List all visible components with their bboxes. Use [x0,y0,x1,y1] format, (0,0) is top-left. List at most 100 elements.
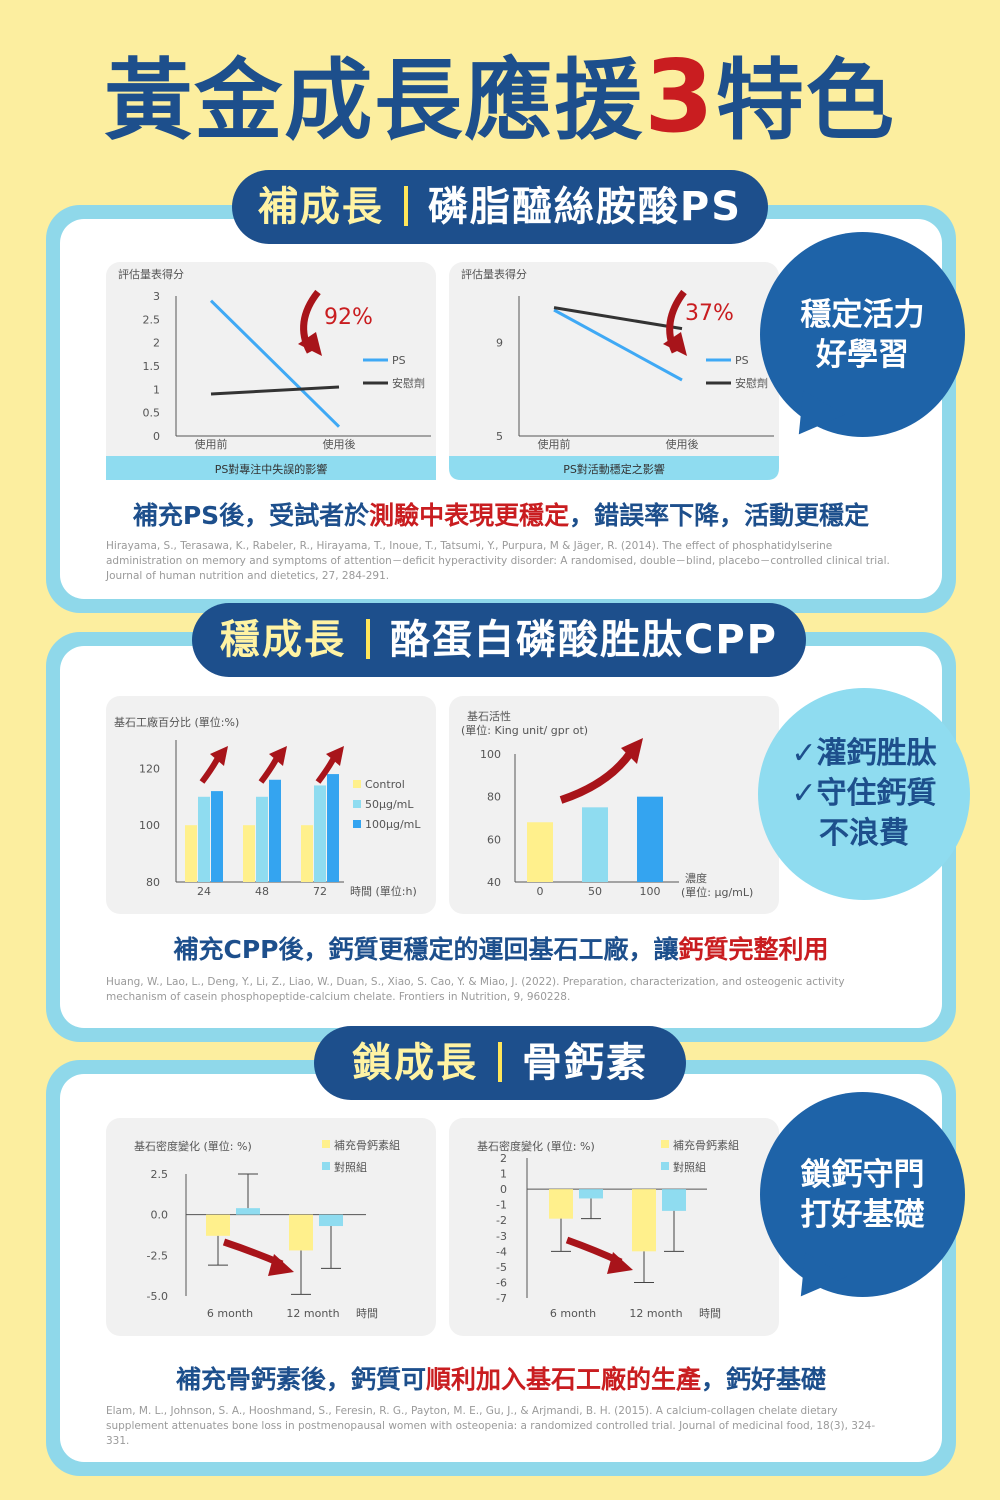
x-tick-label: 100 [640,885,661,898]
increase-arrow [559,749,635,804]
x-axis-label: 時間 [356,1307,378,1320]
bar [236,1208,260,1215]
bar [243,825,255,882]
y-axis-label: 評估量表得分 [118,267,184,281]
x-tick-label: 使用前 [538,437,571,451]
bar [662,1189,686,1211]
bar [289,1214,313,1251]
bar [269,779,281,882]
section-cpp-badge: ✓灌鈣胜肽 ✓守住鈣質 不浪費 [758,688,970,900]
y-tick-label: 100 [139,819,160,832]
page-title: 黃金成長應援3特色 [104,38,896,155]
bar [319,1214,343,1227]
series-line-placebo [210,385,340,396]
bar [579,1189,603,1199]
y-tick-label: 3 [153,290,160,303]
x-tick-label: 12 month [629,1307,682,1320]
decrease-arrow-head [663,332,687,356]
bar [327,774,339,882]
decrease-arrow-head [607,1252,633,1274]
section-osteocalcin-pill: 鎖成長 骨鈣素 [314,1026,686,1100]
y-tick-label: 100 [480,748,501,761]
y-tick-label: 1.5 [143,360,161,373]
legend-placebo: 安慰劑 [735,376,768,390]
annotation-percent: 92% [324,305,373,330]
x-tick-label: 6 month [550,1307,596,1320]
section-ps-summary: 補充PS後，受試者於測驗中表現更穩定，錯誤率下降，活動更穩定 [132,501,870,530]
legend-100: 100μg/mL [365,818,421,831]
bar [314,785,326,882]
x-tick-label: 24 [197,885,211,898]
section-cpp-reference: Huang, W., Lao, L., Deng, Y., Li, Z., Li… [106,976,845,1003]
section-osteocalcin-badge: 鎖鈣守門 打好基礎 [760,1092,965,1297]
y-tick-label: -3 [496,1230,507,1243]
x-tick-label: 使用後 [323,437,356,451]
y-tick-label: -2.5 [147,1249,168,1262]
bar [211,791,223,882]
section-ps-badge: 穩定活力 好學習 [760,232,965,437]
bar [637,796,663,882]
bar [256,796,268,882]
chart-title: 基石密度變化 (單位: %) [477,1139,595,1153]
increase-arrow-head [269,746,287,766]
series-line-ps [553,308,683,382]
chart-caption: PS對專注中失誤的影響 [215,462,328,476]
chart-caption: PS對活動穩定之影響 [563,462,665,476]
y-tick-label: 5 [496,430,503,443]
series-line-placebo [553,306,683,331]
series-line-ps [209,299,341,428]
section-ps-pill: 補成長 磷脂醯絲胺酸PS [232,170,768,244]
x-tick-label: 12 month [286,1307,339,1320]
y-tick-label: 80 [146,876,160,889]
legend-osteocalcin: 補充骨鈣素組 [673,1138,739,1152]
y-tick-label: 40 [487,876,501,889]
legend-control: 對照組 [673,1160,706,1174]
chart-subtitle: (單位: King unit/ gpr ot) [461,723,588,737]
legend-ps: PS [392,354,406,367]
y-tick-label: 0.5 [143,407,161,420]
y-axis-label: 評估量表得分 [461,267,527,281]
section-ps-reference: Hirayama, S., Terasawa, K., Rabeler, R.,… [106,540,890,582]
bar [185,825,197,882]
y-tick-label: 1 [500,1168,507,1181]
chart-osteocalcin-b: 基石密度變化 (單位: %) 補充骨鈣素組 對照組 2 1 0 -1 -2 -3 -4 -5 -… [449,1118,779,1336]
y-tick-label: 0.0 [151,1209,169,1222]
bar [527,822,553,882]
chart-cpp-activity: 基石活性 (單位: King unit/ gpr ot) 100 80 60 40 0… [449,696,779,914]
x-axis-label: 濃度 [685,871,707,885]
y-tick-label: 2.5 [143,313,161,326]
legend-placebo: 安慰劑 [392,376,425,390]
bar [549,1189,573,1219]
decrease-arrow-head [268,1254,294,1276]
legend-osteocalcin: 補充骨鈣素組 [334,1138,400,1152]
chart-title: 基石密度變化 (單位: %) [134,1139,252,1153]
bar [582,807,608,882]
y-tick-label: 120 [139,762,160,775]
y-tick-label: 60 [487,833,501,846]
bar [301,825,313,882]
chart-title: 基石工廠百分比 (單位:%) [114,715,239,729]
chart-cpp-factory: 基石工廠百分比 (單位:%) 120 100 80 24 48 72 時間 (單位:h)… [106,696,436,914]
bar [206,1214,230,1236]
y-tick-label: 2 [153,337,160,350]
x-tick-label: 使用後 [666,437,699,451]
x-axis-label: 時間 [699,1307,721,1320]
x-axis-label: 時間 (單位:h) [350,884,417,898]
legend-control: 對照組 [334,1160,367,1174]
x-tick-label: 50 [588,885,602,898]
y-tick-label: -1 [496,1199,507,1212]
y-tick-label: -5.0 [147,1290,168,1303]
x-tick-label: 72 [313,885,327,898]
chart-osteocalcin-6-12: 基石密度變化 (單位: %) 補充骨鈣素組 對照組 2.5 0.0 -2.5 -5.0… [106,1118,436,1336]
legend-50: 50μg/mL [365,798,414,811]
section-osteocalcin-reference: Elam, M. L., Johnson, S. A., Hooshmand, … [106,1405,876,1447]
y-tick-label: 0 [153,430,160,443]
decrease-arrow-head [298,332,322,356]
legend-ps: PS [735,354,749,367]
legend-control: Control [365,778,405,791]
section-osteocalcin-summary: 補充骨鈣素後，鈣質可順利加入基石工廠的生產，鈣好基礎 [175,1365,827,1394]
section-cpp-summary: 補充CPP後，鈣質更穩定的運回基石工廠，讓鈣質完整利用 [173,935,829,964]
annotation-percent: 37% [685,301,734,326]
y-tick-label: 9 [496,337,503,350]
bar [198,796,210,882]
